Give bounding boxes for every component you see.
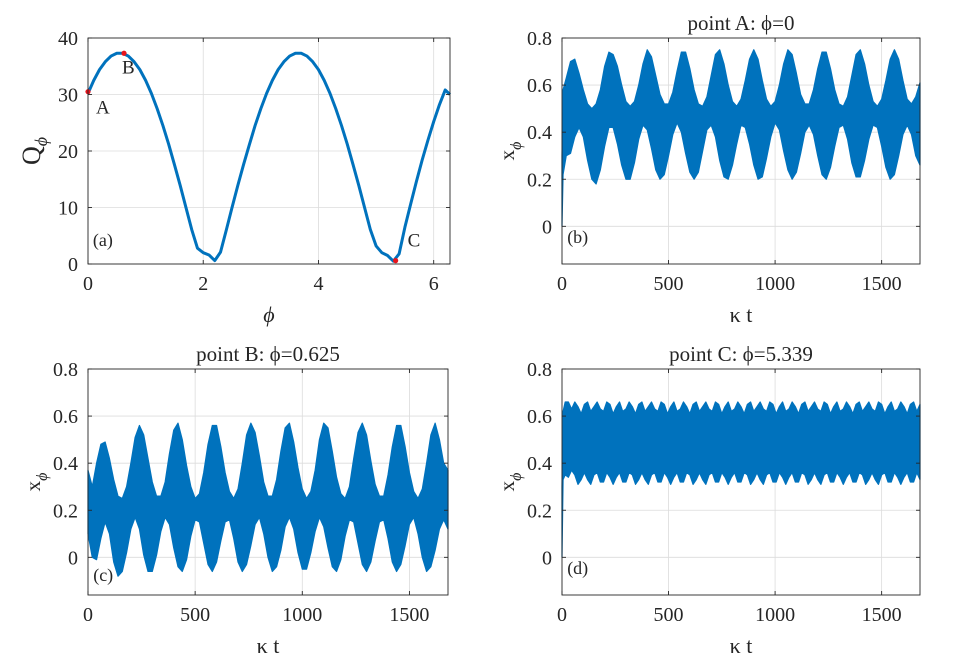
chart-title: point B: ϕ=0.625 [196,342,340,366]
x-tick-label: 6 [429,273,439,295]
point-label-a: A [96,98,110,119]
oscillation-band [87,422,449,577]
y-tick-label: 0.6 [527,406,552,428]
y-axis-label: Qϕ [17,137,51,165]
point-label-b: B [122,57,135,78]
x-axis-label: ϕ [263,302,274,327]
x-tick-label: 1500 [862,604,902,626]
x-tick-label: 0 [83,604,93,626]
y-axis-label: xϕ [495,473,525,492]
x-tick-label: 1000 [755,604,795,626]
x-tick-label: 0 [557,273,567,295]
axes-box [87,368,449,596]
x-axis-label: κ t [730,302,753,327]
panel-c: 0 500 1000 1500 0 0.2 0.4 0.6 0.8 (c) point B: ϕ=0… [21,342,449,658]
y-axis-label-subscript: ϕ [34,473,51,481]
marker-point-b [121,50,127,56]
y-axis-label-main: x [495,149,519,160]
panel-label: (b) [567,227,588,248]
y-axis-label-subscript: ϕ [508,142,525,150]
y-tick-label: 10 [58,198,78,220]
panel-label: (c) [93,565,113,586]
x-tick-label: 500 [654,604,684,626]
y-tick-label: 0.8 [527,28,552,50]
y-tick-label: 0.8 [53,359,78,381]
y-tick-label: 30 [58,85,78,107]
y-axis-label-main: x [21,480,45,491]
y-axis-label-subscript: ϕ [508,473,525,481]
x-axis-label: κ t [730,633,753,658]
marker-point-c [393,258,399,264]
x-tick-label: 500 [654,273,684,295]
y-tick-label: 0.2 [527,500,552,522]
y-tick-label: 0 [542,547,552,569]
chart-title: point A: ϕ=0 [688,11,795,35]
x-tick-label: 0 [83,273,93,295]
panel-b: 0 500 1000 1500 0 0.2 0.4 0.6 0.8 (b) point A: ϕ=0… [495,11,921,327]
y-tick-label: 40 [58,28,78,50]
x-tick-label: 4 [313,273,323,295]
y-axis-label-subscript: ϕ [31,137,51,146]
y-tick-label: 0 [68,547,78,569]
y-tick-label: 0.2 [527,169,552,191]
x-tick-label: 1500 [389,604,429,626]
y-tick-label: 20 [58,141,78,163]
panel-label: (a) [93,230,113,251]
y-axis-label: xϕ [495,142,525,161]
y-axis-label-main: x [495,480,519,491]
panel-d: 0 500 1000 1500 0 0.2 0.4 0.6 0.8 (d) point C: ϕ=5… [495,342,921,658]
y-tick-label: 0 [542,216,552,238]
y-tick-label: 0.6 [53,406,78,428]
y-tick-label: 0.4 [53,453,78,475]
x-tick-label: 1000 [755,273,795,295]
x-tick-label: 1500 [862,273,902,295]
x-tick-label: 0 [557,604,567,626]
oscillation-band [561,401,921,558]
axes-box [561,37,921,265]
y-tick-label: 0.6 [527,75,552,97]
x-tick-label: 2 [198,273,208,295]
y-tick-label: 0 [68,254,78,276]
x-tick-label: 500 [180,604,210,626]
oscillation-band [561,49,921,227]
y-tick-label: 0.4 [527,453,552,475]
series-line [86,51,452,263]
axes-box [561,368,921,596]
panel-label: (d) [567,558,588,579]
y-axis-label-main: Q [17,146,46,165]
y-axis-label: xϕ [21,473,51,492]
y-tick-label: 0.8 [527,359,552,381]
chart-title: point C: ϕ=5.339 [669,342,813,366]
x-tick-label: 1000 [282,604,322,626]
point-label-c: C [408,231,421,252]
y-tick-label: 0.2 [53,500,78,522]
x-axis-label: κ t [257,633,280,658]
y-tick-label: 0.4 [527,122,552,144]
